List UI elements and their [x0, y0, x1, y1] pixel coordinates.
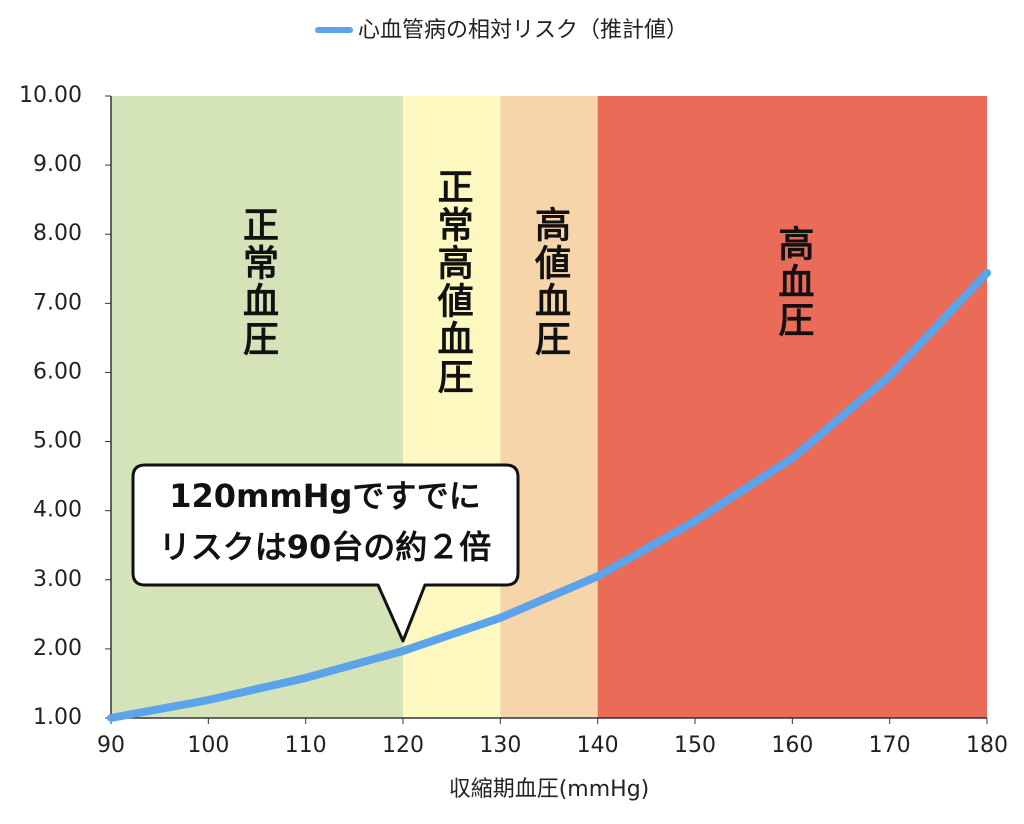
- legend-label: 心血管病の相対リスク（推計値）: [358, 18, 688, 43]
- y-tick-label: 8.00: [33, 221, 82, 246]
- y-tick-label: 9.00: [33, 152, 82, 177]
- y-tick-label: 7.00: [33, 290, 82, 315]
- x-tick-label: 130: [479, 733, 521, 758]
- risk-band: [597, 96, 987, 718]
- x-tick-label: 150: [674, 733, 716, 758]
- x-tick-label: 120: [382, 733, 424, 758]
- band-label: 正常高値血圧: [431, 168, 473, 396]
- x-tick-label: 110: [285, 733, 327, 758]
- x-tick-label: 140: [577, 733, 619, 758]
- y-tick-label: 1.00: [33, 705, 82, 730]
- x-tick-label: 170: [869, 733, 911, 758]
- band-label: 正常血圧: [237, 206, 278, 358]
- risk-band: [500, 96, 598, 718]
- risk-line: [107, 268, 991, 722]
- callout-text: リスクは90台の約２倍: [159, 528, 492, 566]
- x-tick-label: 160: [771, 733, 813, 758]
- y-tick-label: 3.00: [33, 567, 82, 592]
- x-tick-label: 90: [97, 733, 125, 758]
- y-tick-label: 10.00: [19, 83, 82, 108]
- risk-band: [111, 96, 403, 718]
- risk-band: [403, 96, 501, 718]
- band-label: 高血圧: [772, 225, 814, 339]
- y-tick-label: 2.00: [33, 636, 82, 661]
- callout-box: [131, 463, 520, 643]
- x-tick-label: 100: [187, 733, 229, 758]
- y-tick-label: 4.00: [33, 498, 82, 523]
- y-tick-label: 5.00: [33, 429, 82, 454]
- y-tick-label: 6.00: [33, 359, 82, 384]
- band-label: 高値血圧: [529, 206, 570, 358]
- callout-text: 120mmHgですでに: [169, 477, 481, 515]
- x-tick-label: 180: [966, 733, 1008, 758]
- x-axis-label: 収縮期血圧(mmHg): [449, 777, 650, 802]
